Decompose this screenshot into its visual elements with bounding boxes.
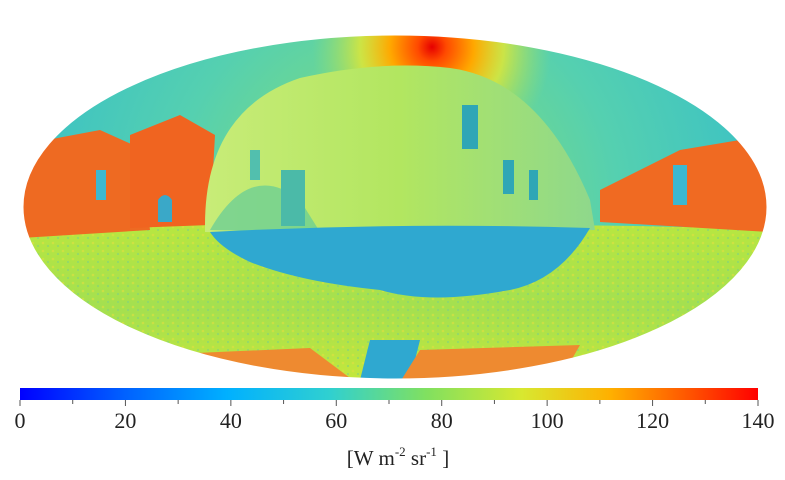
colorbar-tick-label: 20 bbox=[114, 408, 136, 433]
bottom-right-patch bbox=[400, 345, 580, 379]
building-window bbox=[462, 105, 478, 149]
right-window bbox=[673, 165, 687, 205]
colorbar-unit-label: [W m-2 sr-1 ] bbox=[347, 444, 449, 470]
building-window bbox=[503, 160, 514, 194]
colorbar-tick-label: 120 bbox=[636, 408, 669, 433]
shadow-ground bbox=[210, 225, 590, 298]
left-tower bbox=[130, 115, 215, 228]
projection-outline bbox=[22, 34, 768, 380]
building-door bbox=[281, 170, 305, 226]
colorbar-tick-labels: 0 20 40 60 80 100 120 140 bbox=[15, 408, 775, 433]
building-window bbox=[529, 170, 538, 200]
colorbar-tick-label: 80 bbox=[431, 408, 453, 433]
ground-texture bbox=[23, 225, 767, 379]
left-door bbox=[158, 195, 172, 222]
colorbar: 0 20 40 60 80 100 120 140 bbox=[15, 388, 775, 433]
colorbar-tick-label: 140 bbox=[742, 408, 775, 433]
shadow-strip bbox=[360, 340, 420, 379]
building-window bbox=[250, 150, 260, 180]
colorbar-tick-label: 0 bbox=[15, 408, 26, 433]
colorbar-tick-label: 60 bbox=[325, 408, 347, 433]
left-window bbox=[96, 170, 106, 200]
colorbar-gradient bbox=[20, 388, 758, 400]
left-building-facade bbox=[23, 130, 150, 238]
colorbar-ticks bbox=[19, 400, 759, 406]
radiance-map bbox=[23, 35, 767, 379]
colorbar-tick-label: 100 bbox=[531, 408, 564, 433]
colorbar-tick-label: 40 bbox=[220, 408, 242, 433]
